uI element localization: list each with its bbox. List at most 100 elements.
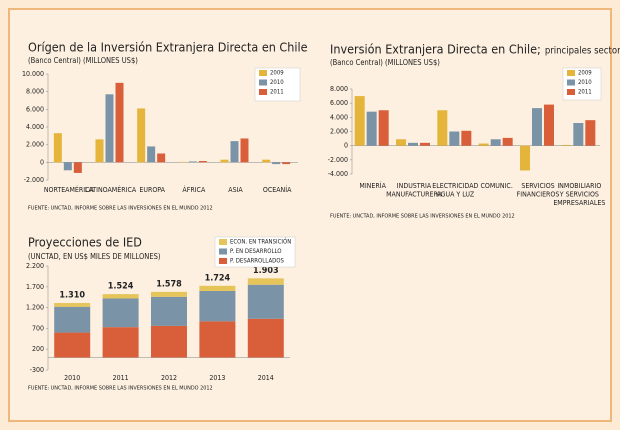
x-tick-line: INMOBILIARIO <box>557 182 601 190</box>
bar <box>63 162 72 171</box>
bar <box>105 94 114 163</box>
legend-swatch <box>567 79 575 86</box>
bar-segment <box>102 298 139 328</box>
x-tick-label: ÁFRICA <box>182 185 206 194</box>
x-tick-line: SERVICIOS <box>521 182 554 190</box>
legend-label: 2011 <box>578 89 592 96</box>
y-tick-label: 200 <box>32 345 44 353</box>
bar <box>230 141 239 163</box>
bar-segment <box>247 284 284 319</box>
legend-swatch <box>219 239 227 245</box>
legend-label: 2009 <box>270 70 284 77</box>
y-tick-label: 0 <box>40 158 44 166</box>
y-tick-label: 6.000 <box>330 99 348 107</box>
bar-segment <box>247 318 284 358</box>
bar-segment <box>151 325 187 358</box>
x-tick-label: ASIA <box>228 186 243 194</box>
bar-segment <box>199 285 236 291</box>
y-tick-label: 700 <box>32 324 44 332</box>
total-label-bg <box>250 264 281 277</box>
bar <box>461 130 472 146</box>
x-tick-label: 2014 <box>258 374 274 382</box>
bar <box>240 138 249 163</box>
source: FUENTE: UNCTAD, INFORME SOBRE LAS INVERS… <box>330 214 515 220</box>
chart-title-note: principales sectores <box>545 46 620 57</box>
legend-swatch <box>567 89 575 95</box>
y-tick-label: 4.000 <box>330 113 348 121</box>
y-tick-label: -2.000 <box>328 156 348 164</box>
y-tick-label: 2.000 <box>26 141 44 149</box>
bar-segment <box>54 306 91 333</box>
y-tick-label: 8.000 <box>26 88 44 96</box>
bar <box>73 162 82 173</box>
bar <box>220 159 229 163</box>
source: FUENTE: UNCTAD, INFORME SOBRE LAS INVERS… <box>28 206 213 212</box>
chart-subtitle: (Banco Central) (MILLONES US$) <box>330 58 440 67</box>
bar <box>573 123 584 146</box>
bar <box>449 131 460 146</box>
y-tick-label: 2.000 <box>330 128 348 136</box>
bar <box>188 161 197 163</box>
bar <box>157 153 166 163</box>
legend-label: ECON. EN TRANSICIÓN <box>230 239 291 246</box>
bar <box>95 139 104 163</box>
bar-segment <box>199 321 236 358</box>
bar <box>585 120 596 146</box>
x-tick-label: NORTEAMÉRICA <box>44 185 95 194</box>
bar <box>198 161 207 163</box>
bar <box>53 133 62 163</box>
legend-swatch <box>567 70 575 76</box>
y-tick-label: 4.000 <box>26 123 44 131</box>
y-tick-label: 6.000 <box>26 105 44 113</box>
total-label-bg <box>154 277 184 290</box>
y-tick-label: -4.000 <box>328 170 348 178</box>
bar <box>282 162 291 165</box>
x-tick-line: ELECTRICIDAD <box>432 182 478 190</box>
legend-box <box>214 236 296 268</box>
bar <box>561 144 572 146</box>
legend-swatch <box>259 70 267 76</box>
legend-swatch <box>219 258 227 264</box>
total-label: 1.903 <box>253 266 279 276</box>
bar <box>262 159 271 163</box>
total-label-bg <box>57 289 88 302</box>
x-tick-label: OCEANÍA <box>263 185 292 194</box>
x-tick-line: INDUSTRIA <box>397 182 432 190</box>
x-tick-label: EUROPA <box>139 186 165 194</box>
bar-segment <box>102 294 139 299</box>
total-label-bg <box>105 280 136 293</box>
y-tick-label: 1.700 <box>26 283 44 291</box>
bar <box>544 104 554 146</box>
bar <box>520 145 530 171</box>
total-label: 1.578 <box>156 279 182 289</box>
x-tick-label: INDUSTRIA MANUFACTURERA <box>386 182 443 199</box>
legend-swatch <box>259 79 267 86</box>
chart-subtitle: (UNCTAD, EN US$ MILES DE MILLONES) <box>28 252 161 261</box>
legend-label: P. EN DESARROLLO <box>230 248 282 255</box>
y-tick-label: 0 <box>344 142 348 150</box>
y-tick-label: 1.200 <box>26 304 44 312</box>
legend-label: 2011 <box>270 89 284 96</box>
x-tick-label: MINERÍA <box>359 181 386 190</box>
x-tick-label: INMOBILIARIO Y SERVICIOS EMPRESARIALES <box>553 182 605 207</box>
x-tick-line: MANUFACTURERA <box>386 191 443 199</box>
legend-swatch <box>259 89 267 95</box>
bar <box>490 139 501 146</box>
x-tick-label: LATINOAMÉRICA <box>85 185 137 194</box>
bar <box>366 111 377 146</box>
legend-label: 2010 <box>270 79 284 86</box>
total-label: 1.310 <box>59 291 85 301</box>
x-tick-label: ELECTRICIDAD AGUA Y LUZ <box>432 182 478 199</box>
bar <box>478 143 489 146</box>
bar-segment <box>151 296 187 326</box>
bar-segment <box>54 332 91 358</box>
bar-segment <box>54 303 91 307</box>
bar <box>396 139 406 146</box>
legend-label: 2010 <box>578 79 592 86</box>
y-tick-label: 10.000 <box>22 70 44 78</box>
bar <box>137 108 146 163</box>
bar <box>502 137 513 146</box>
bar <box>272 162 281 165</box>
legend-label: P. DESARROLLADOS <box>230 258 285 265</box>
